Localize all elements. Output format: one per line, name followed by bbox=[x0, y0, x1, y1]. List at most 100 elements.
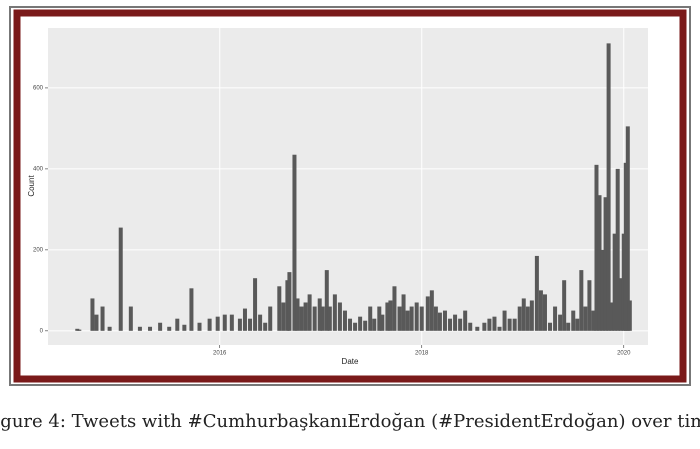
bar bbox=[548, 322, 553, 331]
bar bbox=[268, 306, 273, 331]
bar bbox=[368, 306, 373, 331]
bar bbox=[553, 306, 558, 331]
bar bbox=[492, 316, 497, 331]
bar bbox=[299, 306, 304, 331]
bar bbox=[562, 280, 567, 331]
bar bbox=[317, 298, 322, 331]
y-tick-label: 600 bbox=[33, 85, 44, 91]
bar bbox=[625, 126, 630, 331]
bar bbox=[385, 302, 390, 331]
y-tick-label: 0 bbox=[40, 328, 44, 334]
bar bbox=[433, 306, 438, 331]
bar bbox=[405, 310, 410, 331]
bar bbox=[118, 227, 123, 331]
bar bbox=[442, 310, 447, 331]
bar bbox=[107, 326, 112, 331]
bar bbox=[521, 298, 526, 331]
bar bbox=[468, 322, 473, 331]
bar bbox=[419, 306, 424, 331]
bar bbox=[358, 316, 363, 331]
bar bbox=[312, 306, 317, 331]
bar bbox=[215, 316, 220, 331]
bar bbox=[475, 326, 480, 331]
bar bbox=[229, 314, 234, 331]
bar bbox=[542, 294, 547, 331]
bar bbox=[277, 286, 282, 331]
bar bbox=[618, 278, 623, 331]
bar bbox=[621, 233, 626, 331]
bar bbox=[380, 314, 385, 331]
bar bbox=[75, 328, 80, 331]
bar bbox=[263, 322, 268, 331]
bar bbox=[388, 300, 393, 331]
bar bbox=[332, 294, 337, 331]
bar bbox=[258, 314, 263, 331]
bar bbox=[348, 318, 353, 331]
bar bbox=[401, 294, 406, 331]
bar bbox=[502, 310, 507, 331]
bar bbox=[392, 286, 397, 331]
bar bbox=[409, 306, 414, 331]
bar bbox=[242, 308, 247, 331]
bar bbox=[437, 312, 442, 331]
bar bbox=[285, 280, 290, 331]
bar bbox=[320, 306, 325, 331]
bar bbox=[482, 322, 487, 331]
bar bbox=[487, 318, 492, 331]
bar bbox=[397, 306, 402, 331]
bar bbox=[372, 318, 377, 331]
bar bbox=[603, 197, 608, 331]
bar bbox=[287, 272, 292, 331]
bar bbox=[137, 326, 142, 331]
bar bbox=[281, 302, 286, 331]
bar bbox=[307, 294, 312, 331]
bar bbox=[529, 300, 534, 331]
bar bbox=[222, 314, 227, 331]
x-tick-label: 2016 bbox=[213, 351, 227, 357]
bar bbox=[327, 306, 332, 331]
bar bbox=[538, 290, 543, 331]
bar bbox=[623, 162, 628, 331]
bar bbox=[189, 288, 194, 331]
caption: Figure 4: Tweets with #CumhurbaşkanıErdo… bbox=[0, 411, 700, 432]
bar bbox=[597, 195, 602, 331]
bar bbox=[591, 310, 596, 331]
bar bbox=[353, 322, 358, 331]
bar bbox=[324, 270, 329, 331]
bar bbox=[100, 306, 105, 331]
bar bbox=[453, 314, 458, 331]
bar bbox=[517, 306, 522, 331]
bar bbox=[337, 302, 342, 331]
bar bbox=[627, 300, 632, 331]
bar bbox=[566, 322, 571, 331]
bar bbox=[606, 43, 611, 331]
bar bbox=[594, 164, 599, 331]
bar bbox=[377, 306, 382, 331]
bar bbox=[507, 318, 512, 331]
bar bbox=[197, 322, 202, 331]
bar bbox=[534, 255, 539, 331]
bar bbox=[448, 318, 453, 331]
bar bbox=[253, 278, 258, 331]
bar bbox=[182, 324, 187, 331]
bar bbox=[128, 306, 133, 331]
bar bbox=[363, 320, 368, 331]
bar bbox=[497, 326, 502, 331]
bar bbox=[167, 326, 172, 331]
bar bbox=[458, 318, 463, 331]
bar bbox=[295, 298, 300, 331]
bar bbox=[600, 249, 605, 331]
bar bbox=[615, 168, 620, 331]
y-tick-label: 400 bbox=[33, 166, 44, 172]
bar bbox=[463, 310, 468, 331]
y-axis-title: Count bbox=[27, 175, 36, 197]
bar bbox=[587, 280, 592, 331]
bar bbox=[77, 329, 82, 331]
bar bbox=[94, 314, 99, 331]
bar bbox=[90, 298, 95, 331]
bar bbox=[292, 154, 297, 331]
bar bbox=[512, 318, 517, 331]
bar bbox=[237, 318, 242, 331]
bar bbox=[429, 290, 434, 331]
